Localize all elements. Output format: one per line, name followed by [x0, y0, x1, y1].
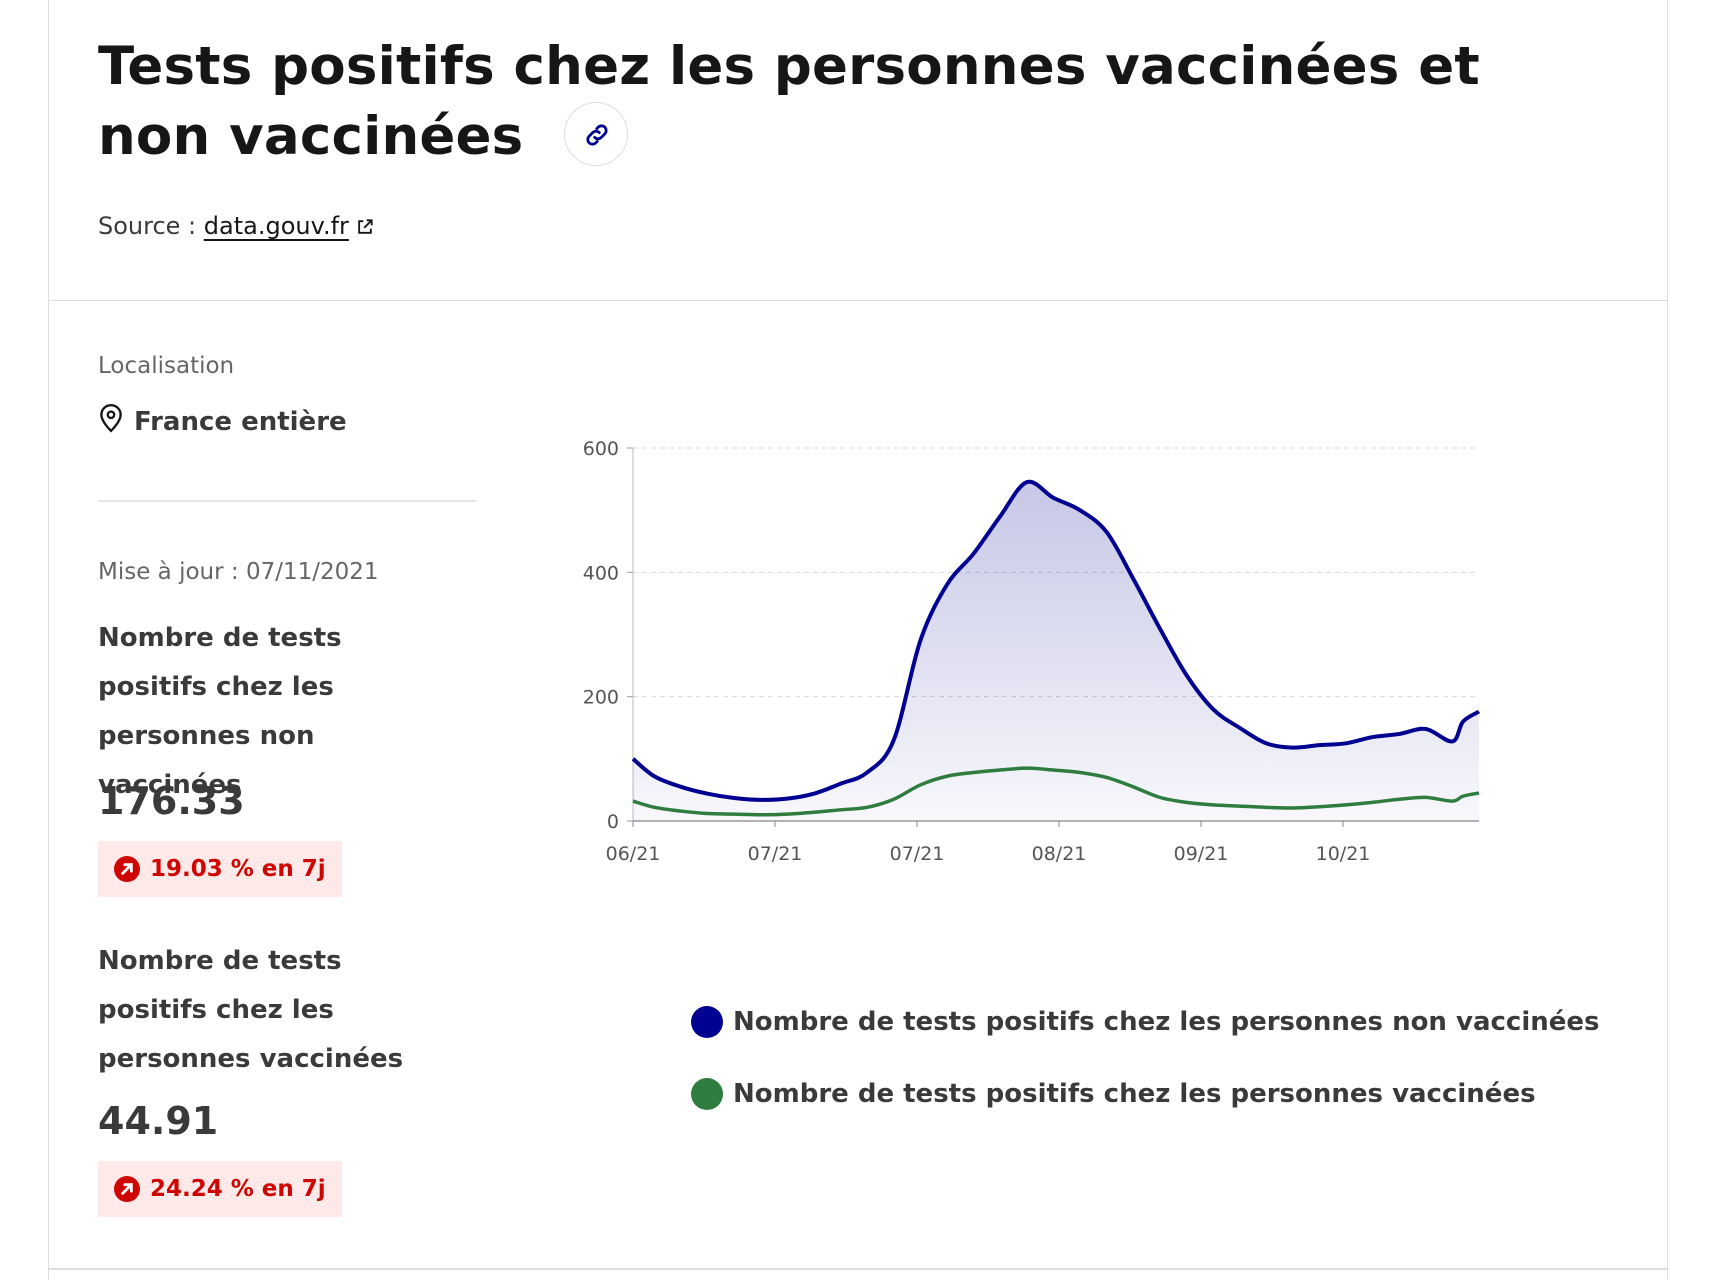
- x-tick-label: 08/21: [1032, 843, 1087, 865]
- y-tick-label: 200: [583, 687, 619, 709]
- metric-vaccinated-value: 44.91: [98, 1099, 219, 1143]
- metric-unvaccinated-change-badge: 19.03 % en 7j: [98, 841, 342, 897]
- y-tick-label: 600: [583, 438, 619, 460]
- x-tick-label: 09/21: [1174, 843, 1229, 865]
- legend-item-vaccinated[interactable]: Nombre de tests positifs chez les person…: [691, 1058, 1599, 1130]
- x-tick-label: 07/21: [748, 843, 803, 865]
- location-label: Localisation: [98, 353, 235, 379]
- card-bottom-divider: [49, 1268, 1667, 1270]
- legend-label-unvaccinated: Nombre de tests positifs chez les person…: [733, 1007, 1600, 1037]
- chart-legend: Nombre de tests positifs chez les person…: [691, 986, 1599, 1130]
- series-line-vaccinated: [632, 766, 1480, 817]
- y-tick-label: 400: [583, 562, 619, 584]
- legend-label-vaccinated: Nombre de tests positifs chez les person…: [733, 1079, 1536, 1109]
- source-line: Source : data.gouv.fr: [98, 212, 375, 240]
- sidebar-divider: [98, 500, 476, 502]
- card-header: Tests positifs chez les personnes vaccin…: [49, 0, 1667, 301]
- page-title-text: Tests positifs chez les personnes vaccin…: [98, 36, 1480, 167]
- x-tick-label: 06/21: [606, 843, 661, 865]
- updated-date: Mise à jour : 07/11/2021: [98, 559, 379, 585]
- metric-unvaccinated-change: 19.03 % en 7j: [150, 856, 326, 882]
- map-pin-icon: [100, 403, 122, 433]
- series-area-unvaccinated: [633, 481, 1479, 821]
- metric-unvaccinated-title: Nombre de tests positifs chez les person…: [98, 623, 342, 800]
- metric-vaccinated-change: 24.24 % en 7j: [150, 1176, 326, 1202]
- source-prefix: Source :: [98, 212, 204, 240]
- cases-chart-svg: 0 200 400 600 06/21 07/21 07/21 08/21 09/21 10/21: [583, 438, 1481, 865]
- x-tick-label: 10/21: [1316, 843, 1371, 865]
- arrow-up-right-icon: [114, 856, 140, 882]
- series-line-unvaccinated: [631, 479, 1481, 802]
- location-value-text: France entière: [134, 407, 347, 437]
- x-tick-label: 07/21: [890, 843, 945, 865]
- copy-link-button[interactable]: [564, 102, 629, 167]
- legend-dot-vaccinated: [691, 1078, 723, 1110]
- page-title: Tests positifs chez les personnes vaccin…: [98, 32, 1518, 172]
- link-icon: [586, 124, 608, 146]
- location-value: France entière: [98, 403, 347, 437]
- legend-item-unvaccinated[interactable]: Nombre de tests positifs chez les person…: [691, 986, 1599, 1058]
- metric-vaccinated-title: Nombre de tests positifs chez les person…: [98, 946, 404, 1074]
- external-link-icon: [358, 219, 373, 234]
- indicator-card: Tests positifs chez les personnes vaccin…: [48, 0, 1668, 1280]
- y-tick-label: 0: [607, 811, 619, 833]
- metric-unvaccinated-value: 176.33: [98, 779, 245, 823]
- cases-chart: 0 200 400 600 06/21 07/21 07/21 08/21 09/21 10/21: [579, 426, 1679, 966]
- metric-vaccinated-change-badge: 24.24 % en 7j: [98, 1161, 342, 1217]
- source-link-text: data.gouv.fr: [203, 212, 349, 240]
- source-link[interactable]: data.gouv.fr: [204, 212, 375, 240]
- legend-dot-unvaccinated: [691, 1006, 723, 1038]
- arrow-up-right-icon: [114, 1176, 140, 1202]
